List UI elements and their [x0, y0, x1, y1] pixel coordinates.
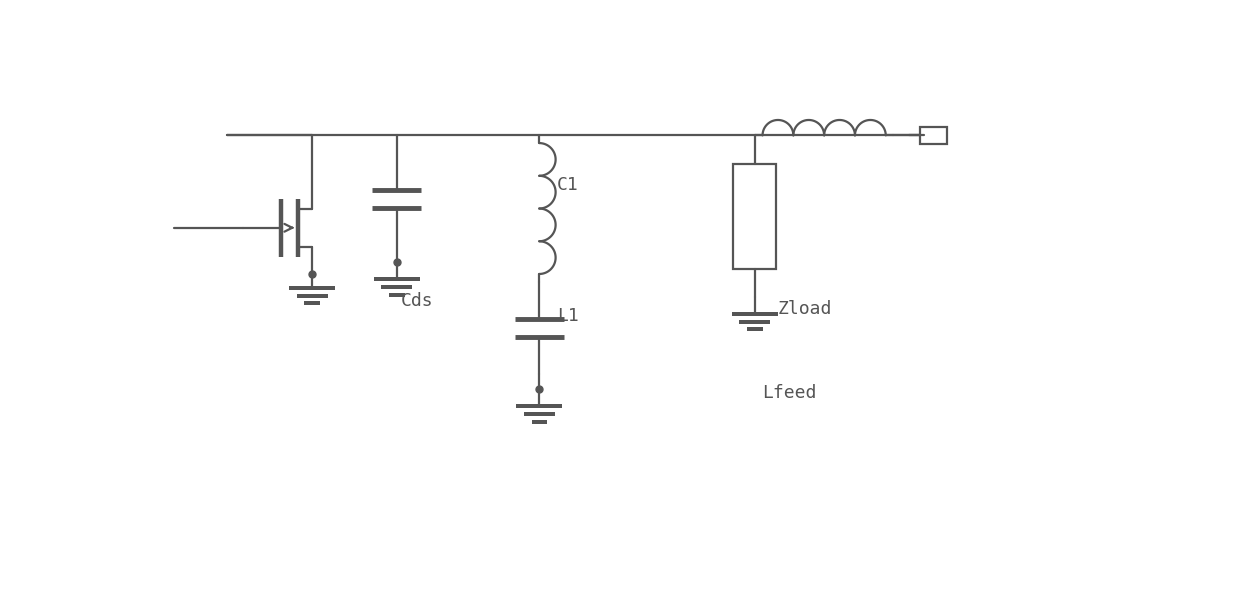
Bar	[920, 127, 947, 144]
Text: Lfeed: Lfeed	[763, 384, 817, 402]
Bar	[733, 164, 776, 268]
Text: Cds: Cds	[401, 292, 433, 310]
Text: Zload: Zload	[777, 300, 832, 318]
Text: L1: L1	[557, 308, 579, 325]
Text: C1: C1	[557, 176, 579, 194]
